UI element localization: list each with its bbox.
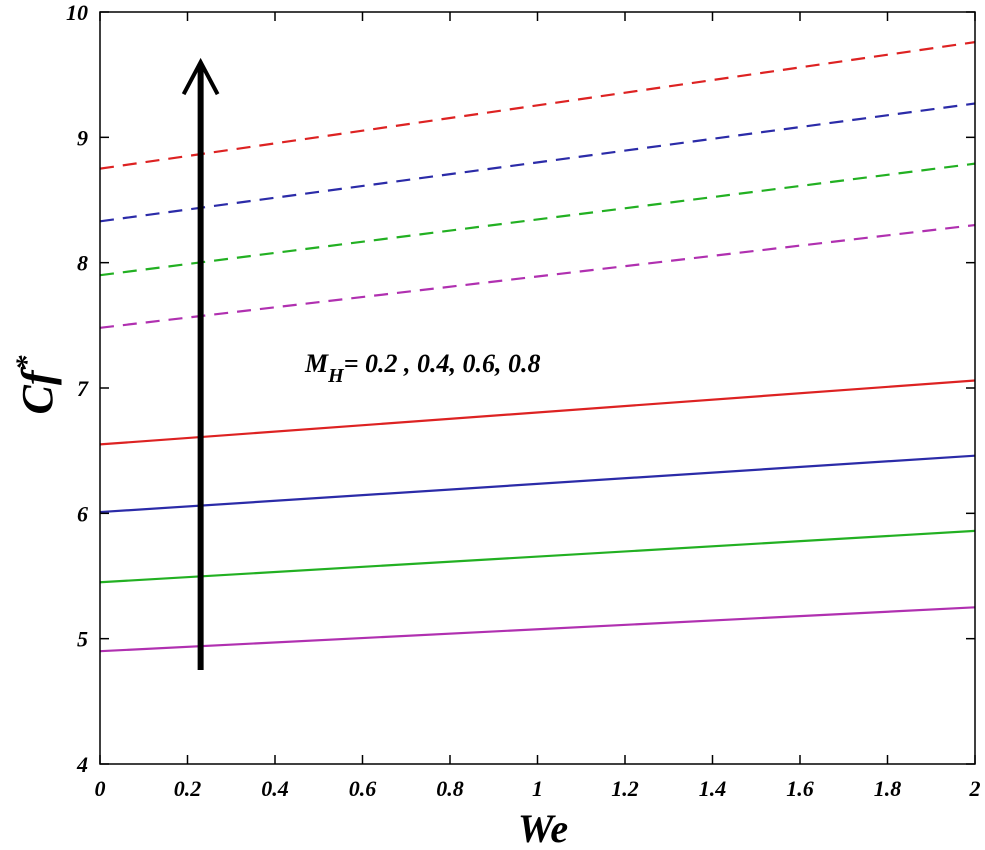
x-tick-label: 1.8 [874,776,902,801]
y-tick-label: 8 [77,251,88,276]
series-layer [100,40,975,653]
annotation-prefix: M [304,349,329,378]
trend-arrow-head [181,57,220,96]
tick-layer [99,11,976,765]
annotation-subscript: H [327,365,345,387]
series-line-6-dashed [100,102,975,223]
x-axis-label: We [518,806,568,850]
y-tick-label: 6 [77,501,88,526]
y-tick-label: 7 [77,376,89,401]
annotation-label: MH= 0.2 , 0.4, 0.6, 0.8 [304,349,541,387]
x-tick-label: 2 [969,776,981,801]
y-axis-label-main: Cf [13,366,62,414]
annotation-suffix: = 0.2 , 0.4, 0.6, 0.8 [344,349,541,378]
x-tick-label: 0.8 [436,776,464,801]
y-tick-label: 5 [77,627,88,652]
series-line-3-solid [100,529,975,584]
x-tick-label: 1.4 [699,776,727,801]
series-line-2-solid [100,454,975,514]
x-tick-label: 0.2 [174,776,202,801]
y-tick-label: 4 [76,752,88,777]
series-line-1-solid [100,379,975,446]
plot-frame [99,11,976,765]
arrow-layer [181,57,220,670]
y-tick-label: 9 [77,125,88,150]
y-axis-label-sup: * [10,355,43,371]
x-tick-label: 0.4 [261,776,289,801]
series-line-4-solid [100,606,975,653]
x-tick-label: 0.6 [349,776,377,801]
x-tick-label: 1.2 [611,776,639,801]
x-tick-label: 1 [532,776,543,801]
tick-label-layer: 0 0.2 0.4 0.6 0.8 1 1.2 1.4 1.6 1.8 2 4 5 6 7 8 9 10 [66,0,981,801]
y-tick-label: 10 [66,0,88,25]
series-line-5-dashed [100,40,975,170]
x-tick-label: 1.6 [786,776,814,801]
series-line-8-dashed [100,223,975,329]
x-tick-label: 0 [95,776,106,801]
series-line-7-dashed [100,162,975,277]
y-axis-label: Cf* [10,355,62,415]
